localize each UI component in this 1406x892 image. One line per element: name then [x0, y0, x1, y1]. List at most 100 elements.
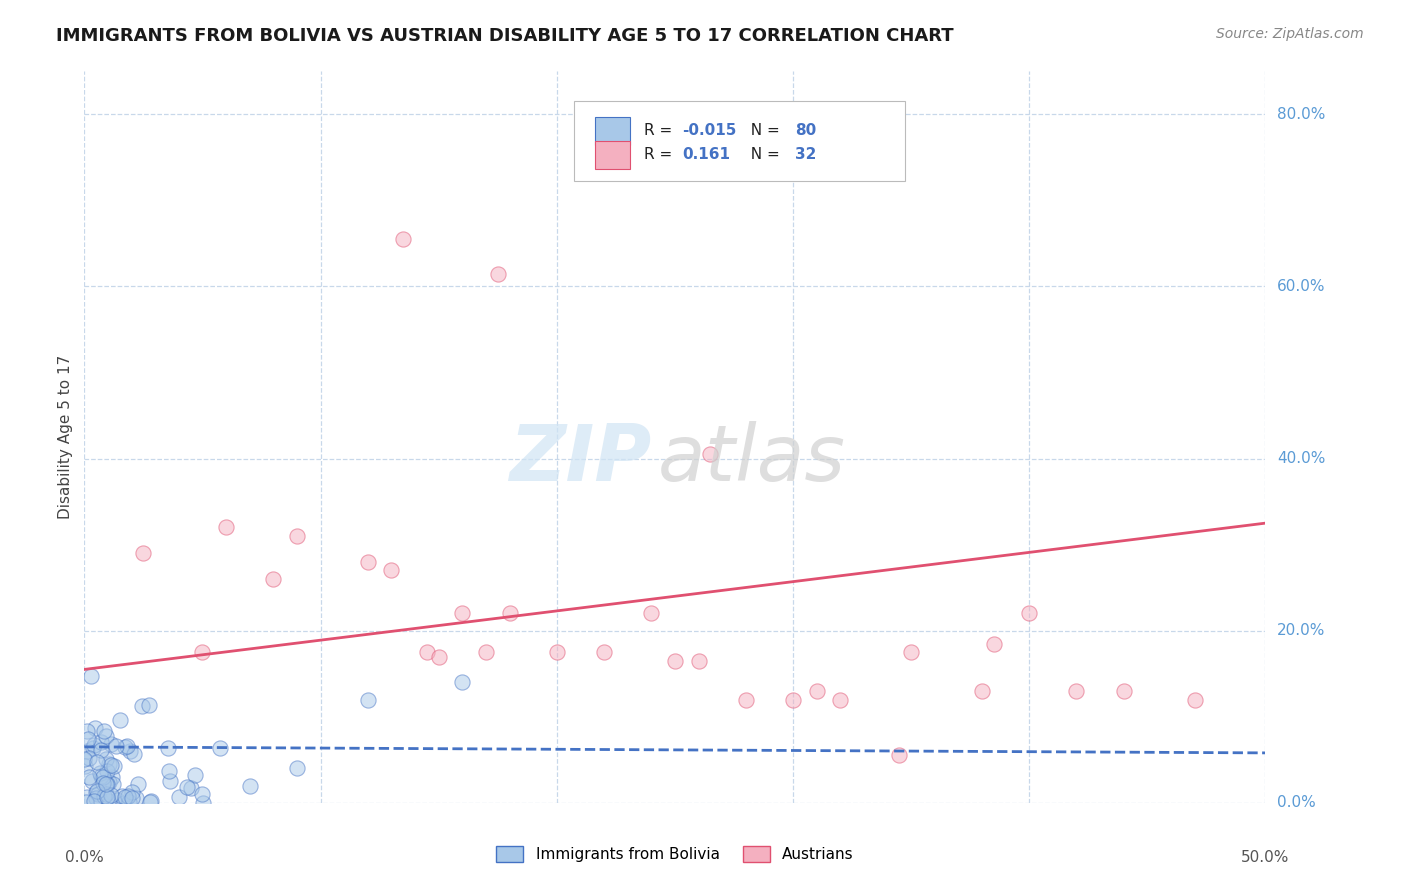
- Point: [734, 692, 756, 706]
- Point: [593, 645, 616, 659]
- Text: R =: R =: [644, 123, 678, 138]
- Text: 0.0%: 0.0%: [65, 850, 104, 865]
- Point: [285, 761, 308, 775]
- Point: [1184, 692, 1206, 706]
- Text: 0.161: 0.161: [682, 147, 730, 162]
- Point: [114, 789, 136, 804]
- Point: [208, 741, 231, 756]
- Point: [451, 675, 474, 690]
- Point: [82, 774, 104, 789]
- Text: IMMIGRANTS FROM BOLIVIA VS AUSTRIAN DISABILITY AGE 5 TO 17 CORRELATION CHART: IMMIGRANTS FROM BOLIVIA VS AUSTRIAN DISA…: [56, 27, 953, 45]
- Point: [357, 555, 380, 569]
- Point: [75, 759, 97, 773]
- Point: [97, 757, 120, 772]
- Point: [239, 779, 262, 793]
- Point: [125, 791, 148, 805]
- Text: 40.0%: 40.0%: [1277, 451, 1326, 467]
- Point: [86, 785, 108, 799]
- Point: [83, 738, 105, 752]
- Point: [1018, 607, 1040, 621]
- Point: [138, 698, 160, 712]
- Point: [73, 752, 96, 766]
- Text: 32: 32: [796, 147, 817, 162]
- Point: [93, 789, 115, 804]
- Point: [86, 755, 108, 769]
- Point: [96, 777, 118, 791]
- Point: [94, 787, 117, 801]
- Point: [98, 774, 121, 789]
- Point: [664, 654, 686, 668]
- Point: [89, 766, 111, 780]
- Point: [141, 793, 163, 807]
- Point: [475, 645, 498, 659]
- Point: [806, 684, 828, 698]
- Point: [112, 796, 135, 810]
- Point: [132, 546, 155, 560]
- Point: [176, 780, 198, 795]
- Point: [180, 780, 202, 795]
- Point: [782, 692, 804, 706]
- Text: N =: N =: [741, 123, 785, 138]
- Point: [983, 637, 1005, 651]
- Point: [76, 744, 98, 758]
- Point: [101, 776, 124, 790]
- Point: [96, 764, 118, 778]
- Text: 20.0%: 20.0%: [1277, 624, 1326, 638]
- Point: [127, 777, 149, 791]
- Text: 80: 80: [796, 123, 817, 138]
- Point: [640, 607, 662, 621]
- Point: [84, 791, 107, 805]
- Point: [970, 684, 993, 698]
- Text: 50.0%: 50.0%: [1241, 850, 1289, 865]
- FancyBboxPatch shape: [575, 101, 905, 181]
- Point: [191, 796, 214, 810]
- Text: ZIP: ZIP: [509, 421, 651, 497]
- Point: [262, 572, 284, 586]
- Point: [392, 232, 415, 246]
- Point: [699, 447, 721, 461]
- Point: [118, 795, 141, 809]
- Point: [76, 724, 98, 739]
- Point: [498, 607, 520, 621]
- Point: [79, 770, 101, 784]
- Point: [86, 787, 108, 801]
- Point: [93, 723, 115, 738]
- Point: [103, 758, 125, 772]
- Point: [138, 795, 160, 809]
- Point: [191, 645, 214, 659]
- Point: [157, 740, 180, 755]
- Point: [90, 743, 112, 757]
- Point: [105, 739, 128, 753]
- Point: [96, 777, 118, 791]
- Point: [121, 785, 143, 799]
- Point: [889, 748, 911, 763]
- Point: [80, 668, 103, 682]
- Point: [97, 794, 120, 808]
- Point: [183, 768, 205, 782]
- Point: [94, 729, 117, 743]
- Text: 0.0%: 0.0%: [1277, 796, 1316, 810]
- Point: [131, 699, 153, 714]
- Point: [91, 770, 114, 784]
- Point: [117, 789, 139, 804]
- Point: [94, 752, 117, 766]
- Point: [108, 713, 131, 727]
- Text: 80.0%: 80.0%: [1277, 107, 1326, 122]
- Text: -0.015: -0.015: [682, 123, 737, 138]
- Point: [96, 790, 118, 805]
- Point: [93, 776, 115, 790]
- Point: [285, 529, 308, 543]
- Point: [546, 645, 568, 659]
- Text: N =: N =: [741, 147, 785, 162]
- Point: [1112, 684, 1135, 698]
- Point: [830, 692, 852, 706]
- Point: [357, 692, 380, 706]
- Y-axis label: Disability Age 5 to 17: Disability Age 5 to 17: [58, 355, 73, 519]
- Point: [76, 789, 98, 804]
- Point: [90, 769, 112, 783]
- Point: [118, 744, 141, 758]
- Point: [89, 735, 111, 749]
- Bar: [595, 117, 630, 145]
- Point: [900, 645, 922, 659]
- Point: [167, 790, 190, 805]
